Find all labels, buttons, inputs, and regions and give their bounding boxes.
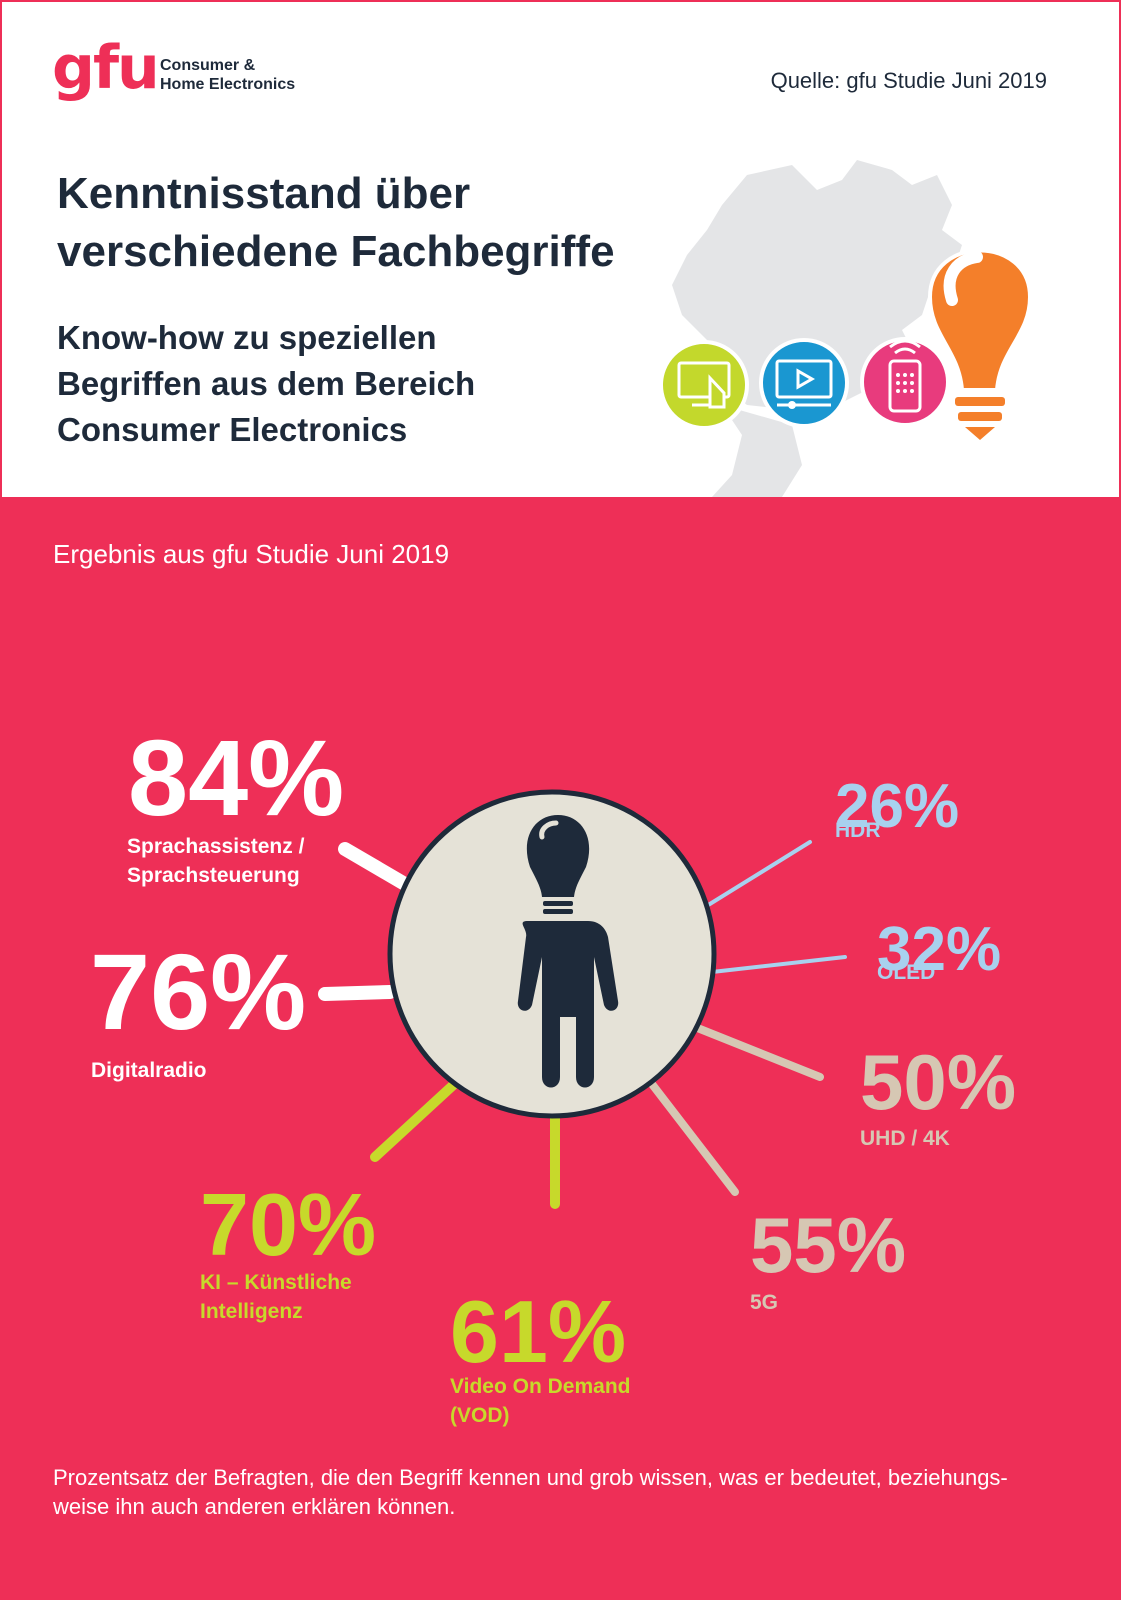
value-percent: 61% xyxy=(450,1282,626,1381)
results-heading: Ergebnis aus gfu Studie Juni 2019 xyxy=(53,539,450,569)
logo-subtitle: Consumer & Home Electronics xyxy=(160,56,360,94)
germany-map-shape xyxy=(672,160,962,497)
term-label: Video On Demand xyxy=(450,1375,630,1398)
value-percent: 76% xyxy=(90,931,306,1052)
source-note: Quelle: gfu Studie Juni 2019 xyxy=(770,68,1047,93)
light-bulb-icon xyxy=(927,248,1033,440)
page-subtitle: Know-how zu speziellen Begriffen aus dem… xyxy=(57,319,476,448)
term-label: 5G xyxy=(750,1291,778,1314)
value-percent: 26% xyxy=(835,772,959,841)
remote-control-icon xyxy=(860,337,950,427)
connector-line xyxy=(703,840,812,909)
connector-line xyxy=(338,842,417,894)
results-section: Ergebnis aus gfu Studie Juni 2019 84% Spr… xyxy=(0,497,1121,1600)
term-label: Digitalradio xyxy=(91,1059,207,1082)
radial-chart: 84%Sprachassistenz / Sprachsteuerung 76% Di… xyxy=(90,717,1016,1427)
term-label: HDR xyxy=(835,819,881,842)
value-percent: 84% xyxy=(128,717,344,838)
value-percent: 50% xyxy=(860,1038,1016,1126)
hero-illustration xyxy=(659,160,1033,497)
top-bar: gfu Consumer & Home Electronics Quelle: … xyxy=(0,0,1121,117)
logo-wordmark: gfu xyxy=(52,33,160,103)
connector-line xyxy=(370,1072,467,1162)
person-with-bulb-icon xyxy=(517,815,619,1088)
logo-subtitle-line1: Consumer & xyxy=(160,57,256,74)
footnote: Prozentsatz der Befragten, die den Begri… xyxy=(53,1465,1008,1519)
intro-section: Kenntnisstand über verschiedene Fachbegr… xyxy=(0,115,1121,497)
term-label: (VOD) xyxy=(450,1404,510,1427)
value-percent: 32% xyxy=(877,915,1001,984)
value-percent: 70% xyxy=(200,1175,376,1274)
page-title: Kenntnisstand über verschiedene Fachbegr… xyxy=(57,169,615,276)
value-percent: 55% xyxy=(750,1201,906,1289)
logo-subtitle-line2: Home Electronics xyxy=(160,76,296,93)
connector-line xyxy=(318,985,397,1001)
connector-line xyxy=(641,1071,739,1196)
term-label: Sprachassistenz / xyxy=(127,835,305,858)
term-label: Sprachsteuerung xyxy=(127,864,300,887)
connector-lines xyxy=(318,840,847,1209)
video-play-icon xyxy=(759,338,849,428)
term-label: KI – Künstliche xyxy=(200,1271,352,1294)
connector-line xyxy=(691,1023,824,1081)
term-label: OLED xyxy=(877,961,935,984)
center-figure xyxy=(387,789,717,1119)
connector-line xyxy=(710,955,847,974)
value-labels: 84%Sprachassistenz / Sprachsteuerung 76% Di… xyxy=(90,717,1016,1427)
term-label: UHD / 4K xyxy=(860,1127,950,1150)
touch-screen-icon xyxy=(659,340,749,430)
term-label: Intelligenz xyxy=(200,1300,303,1323)
